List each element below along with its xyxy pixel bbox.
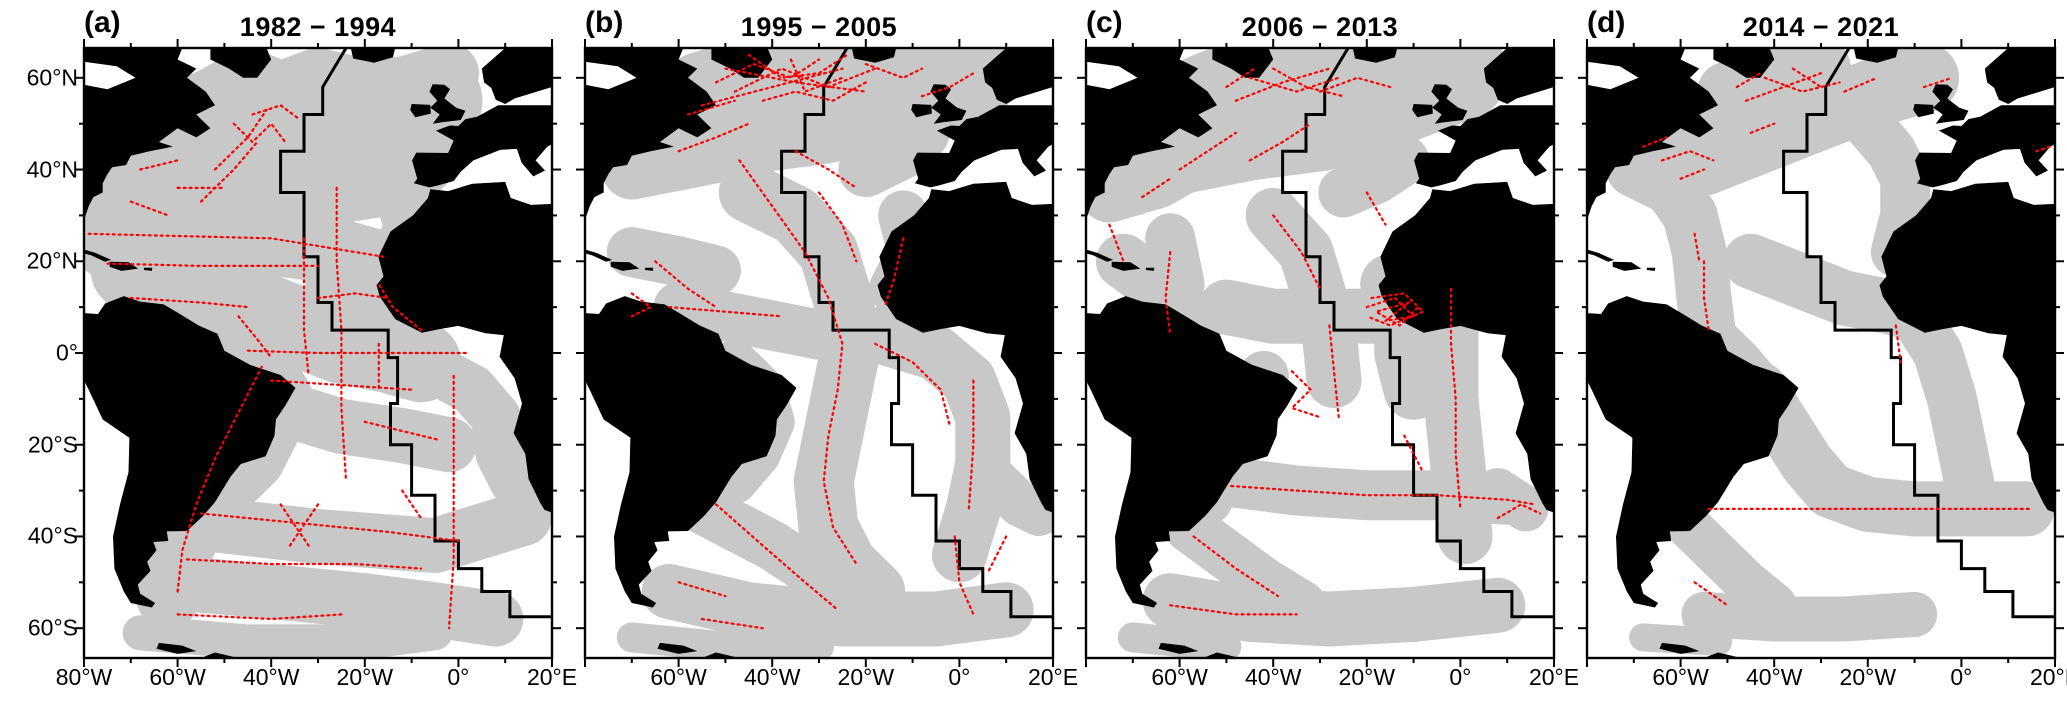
x-tick-label: 20°W — [1839, 664, 1897, 690]
panel-title-d: 2014 − 2021 — [1742, 12, 1900, 42]
x-tick-label: 60°W — [650, 664, 707, 690]
x-tick-label: 80°W — [55, 664, 113, 690]
y-tick-label: 20°S — [27, 431, 78, 458]
x-axis-labels-d: 60°W 40°W 20°W 0° 20°E — [1587, 658, 2067, 698]
panel-label-d: (d) — [1587, 6, 1626, 39]
panel-d-header: (d) 2014 − 2021 — [1587, 6, 2055, 48]
x-tick-label: 60°W — [1151, 664, 1208, 690]
panel-title-c: 2006 − 2013 — [1241, 12, 1399, 42]
map-d — [1578, 39, 2064, 667]
x-tick-label: 20°E — [1528, 664, 1580, 690]
y-tick-label: 60°N — [26, 64, 78, 91]
x-tick-label: 60°W — [149, 664, 206, 690]
y-tick-label: 60°S — [27, 614, 78, 641]
map-a — [75, 39, 561, 667]
x-tick-label: 40°W — [1745, 664, 1803, 690]
x-tick-label: 40°W — [1244, 664, 1302, 690]
panel-a-header: (a) 1982 − 1994 — [84, 6, 552, 48]
x-tick-label: 0° — [447, 664, 470, 690]
panel-title-a: 1982 − 1994 — [239, 12, 397, 42]
y-tick-label: 0° — [56, 339, 78, 366]
y-tick-label: 20°N — [26, 247, 78, 274]
x-axis-labels-c: 60°W 40°W 20°W 0° 20°E — [1086, 658, 1579, 698]
x-tick-label: 0° — [1950, 664, 1973, 690]
y-tick-label: 40°S — [27, 522, 78, 549]
map-svg-b — [576, 39, 1062, 667]
x-tick-label: 60°W — [1652, 664, 1709, 690]
x-tick-label: 20°E — [526, 664, 578, 690]
y-axis-labels: 60°N 40°N 20°N 0° 20°S 40°S 60°S — [4, 6, 84, 706]
panel-b: (b) 1995 − 2005 60°W 40°W 20°W 0° 20°E — [576, 6, 1078, 706]
map-svg-c — [1077, 39, 1563, 667]
y-tick-label: 40°N — [26, 156, 78, 183]
map-svg-d — [1578, 39, 2064, 667]
panel-a: (a) 1982 − 1994 80°W 60°W 40°W 20°W 0° 20°E — [56, 6, 577, 706]
x-tick-label: 0° — [1449, 664, 1472, 690]
panel-d: (d) 2014 − 2021 60°W 40°W 20°W 0° 20°E — [1578, 6, 2067, 706]
panel-label-a: (a) — [84, 6, 121, 39]
x-tick-label: 20°W — [1338, 664, 1396, 690]
x-axis-labels-a: 80°W 60°W 40°W 20°W 0° 20°E — [56, 658, 577, 698]
map-c — [1077, 39, 1563, 667]
panel-title-b: 1995 − 2005 — [740, 12, 898, 42]
x-tick-label: 20°W — [837, 664, 895, 690]
map-svg-a — [75, 39, 561, 667]
x-tick-label: 20°W — [336, 664, 394, 690]
panel-label-b: (b) — [585, 6, 624, 39]
x-tick-label: 40°W — [743, 664, 801, 690]
panel-c: (c) 2006 − 2013 60°W 40°W 20°W 0° 20°E — [1077, 6, 1579, 706]
panel-label-c: (c) — [1086, 6, 1123, 39]
panel-b-header: (b) 1995 − 2005 — [585, 6, 1053, 48]
x-axis-labels-b: 60°W 40°W 20°W 0° 20°E — [585, 658, 1078, 698]
panel-c-header: (c) 2006 − 2013 — [1086, 6, 1554, 48]
x-tick-label: 20°E — [1027, 664, 1079, 690]
map-b — [576, 39, 1062, 667]
x-tick-label: 40°W — [242, 664, 300, 690]
x-tick-label: 0° — [948, 664, 971, 690]
x-tick-label: 20°E — [2029, 664, 2067, 690]
